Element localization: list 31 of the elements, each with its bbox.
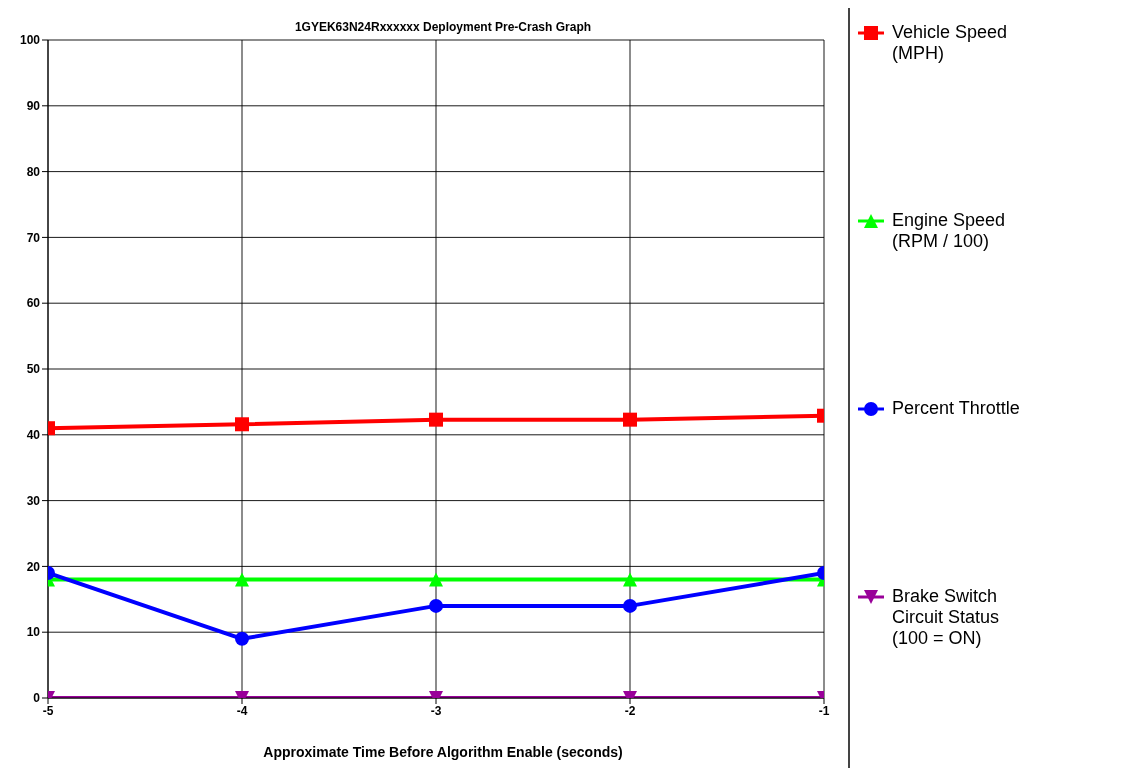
chart-title: 1GYEK63N24Rxxxxxx Deployment Pre-Crash Graph [293, 20, 593, 34]
point [235, 572, 249, 587]
x-tick-label: -5 [42, 703, 54, 718]
x-axis-title: Approximate Time Before Algorithm Enable (seconds) [262, 744, 624, 760]
point [235, 417, 249, 432]
point [623, 598, 637, 613]
y-tick-label: 10 [26, 625, 41, 640]
x-tick-label: -2 [624, 703, 636, 718]
y-tick-label: 100 [19, 33, 41, 48]
point [623, 572, 637, 587]
point [623, 412, 637, 427]
x-tick-label: -1 [818, 703, 830, 718]
y-tick-label: 20 [26, 559, 41, 574]
y-tick-label: 0 [33, 691, 41, 706]
point [235, 631, 249, 646]
point [429, 572, 443, 587]
y-tick-label: 90 [26, 99, 41, 114]
x-tick-label: -3 [430, 703, 442, 718]
point [429, 598, 443, 613]
x-tick-label: -4 [236, 703, 248, 718]
y-tick-label: 60 [26, 296, 41, 311]
legend-label: Brake Switch Circuit Status (100 = ON) [892, 586, 1001, 649]
legend-label: Percent Throttle [892, 398, 1020, 419]
legend-label: Engine Speed (RPM / 100) [892, 210, 1007, 252]
y-tick-label: 50 [26, 362, 41, 377]
y-tick-label: 30 [26, 493, 41, 508]
y-tick-label: 80 [26, 164, 41, 179]
y-tick-label: 70 [26, 230, 41, 245]
legend-label: Vehicle Speed (MPH) [892, 22, 1009, 64]
point [429, 412, 443, 427]
y-tick-label: 40 [26, 428, 41, 443]
